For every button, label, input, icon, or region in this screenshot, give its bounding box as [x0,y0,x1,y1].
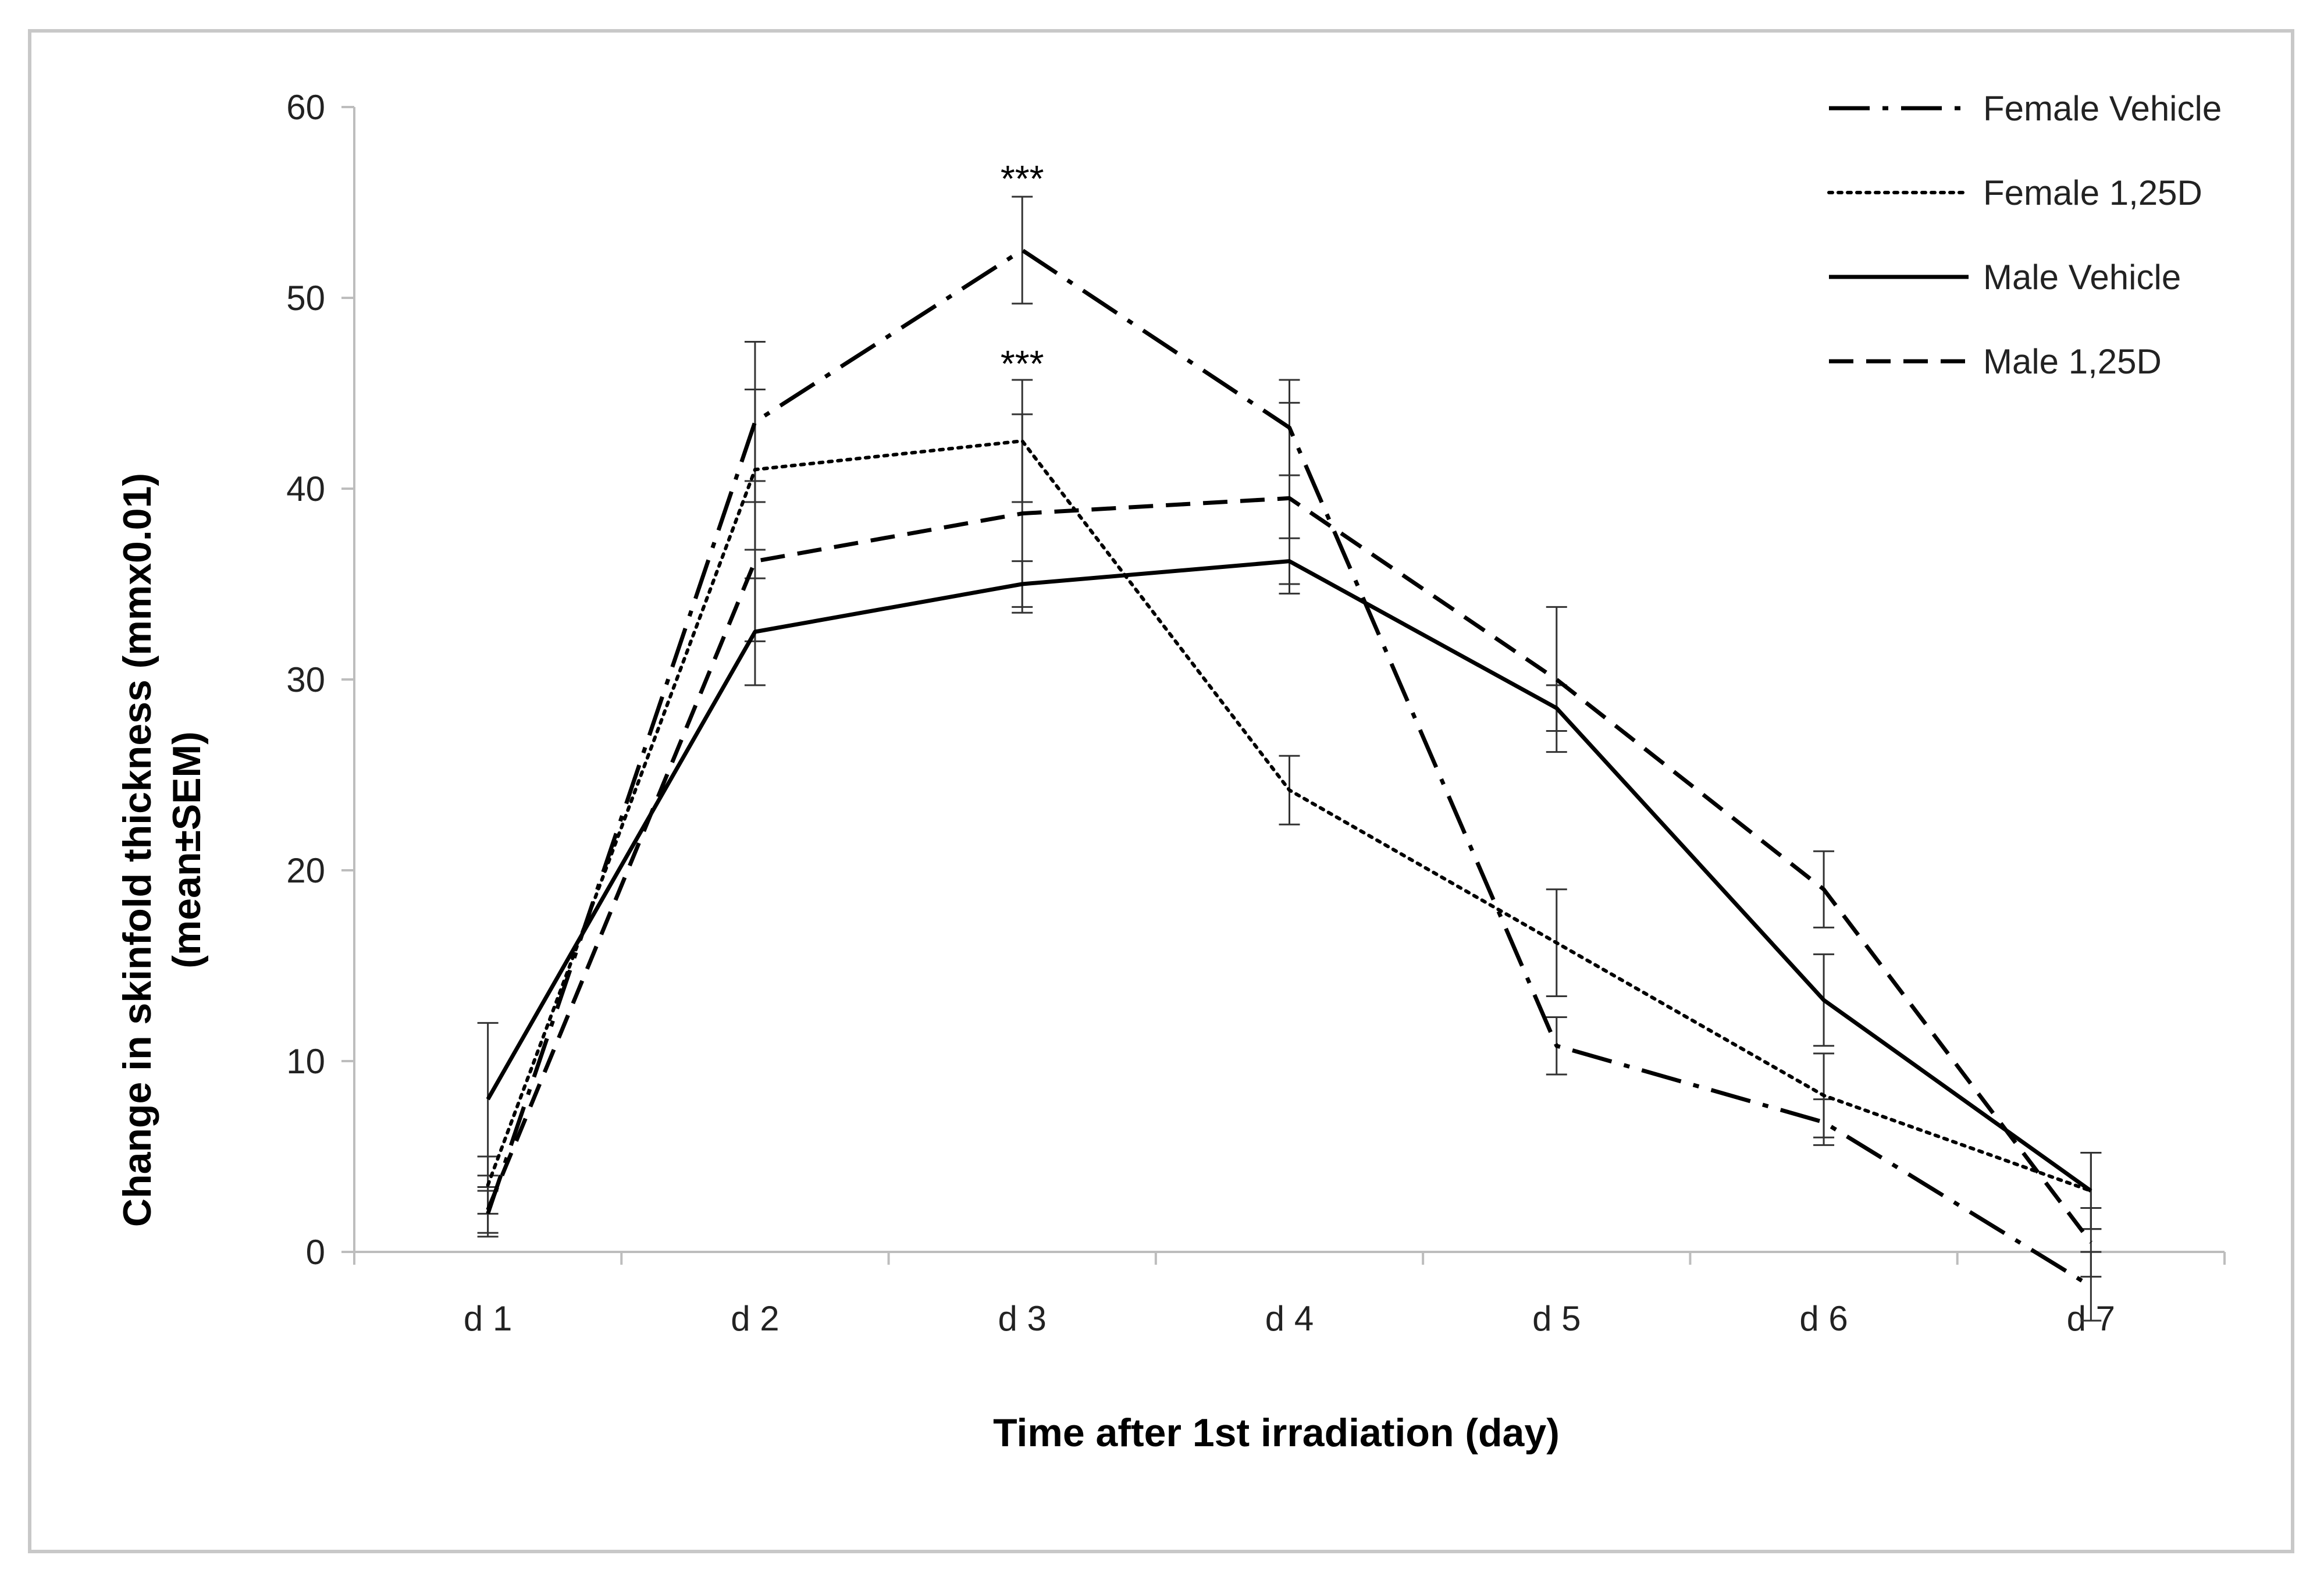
legend-label: Male Vehicle [1983,258,2181,297]
x-tick-label: d 4 [1265,1299,1314,1338]
x-tick-label: d 6 [1799,1299,1848,1338]
y-tick-label: 10 [286,1042,325,1081]
y-tick-label: 20 [286,851,325,890]
y-tick-label: 0 [306,1233,325,1272]
significance-marker: *** [1001,158,1044,200]
x-axis-title: Time after 1st irradiation (day) [993,1411,1560,1455]
significance-marker: *** [1001,343,1044,385]
error-bar [1546,606,1567,753]
y-axis-title: Change in skinfold thickness (mmx0.01) [115,473,159,1227]
legend-item: Male 1,25D [1829,342,2162,381]
series-line-male-1-25d [486,496,2093,1244]
y-tick-label: 30 [286,660,325,699]
series-lines [486,248,2093,1289]
series-line-male-vehicle [486,559,2092,1193]
x-tick-label: d 5 [1532,1299,1581,1338]
error-bar [1012,195,1033,305]
error-bars [477,195,2102,1322]
y-tick-label: 60 [286,88,325,127]
y-tick-label: 40 [286,469,325,508]
y-tick-label: 50 [286,279,325,318]
legend-item: Female Vehicle [1829,89,2222,128]
legend-label: Male 1,25D [1983,342,2162,381]
y-axis-title-line2: (mean±SEM) [165,731,209,969]
legend-label: Female 1,25D [1983,173,2202,212]
annotations: *** *** [1001,158,1044,385]
series-line-female-1-25d [486,439,2093,1193]
x-tick-label: d 1 [464,1299,512,1338]
series-line-female-vehicle [486,248,2092,1289]
legend: Female Vehicle Female 1,25D Male Vehicle Ma… [1827,89,2222,381]
x-tick-label: d 3 [998,1299,1047,1338]
legend-item: Female 1,25D [1827,173,2202,212]
legend-item: Male Vehicle [1829,258,2181,297]
error-bar [477,1022,499,1177]
legend-label: Female Vehicle [1983,89,2222,128]
x-tick-label: d 2 [731,1299,779,1338]
